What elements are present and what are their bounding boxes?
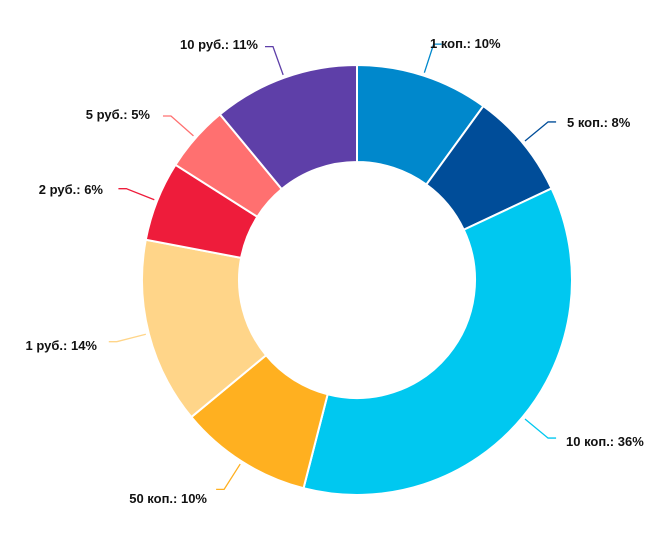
slice-label-7: 10 руб.: 11% <box>180 37 258 52</box>
slice-label-4: 1 руб.: 14% <box>26 338 98 353</box>
leader-line-6 <box>162 115 194 137</box>
leader-line-1 <box>524 121 557 142</box>
leader-line-5 <box>118 188 155 201</box>
slice-label-3: 50 коп.: 10% <box>129 491 207 506</box>
slice-label-1: 5 коп.: 8% <box>567 115 631 130</box>
leader-line-4 <box>108 333 147 343</box>
leader-line-0 <box>423 43 442 73</box>
slice-label-2: 10 коп.: 36% <box>566 434 644 449</box>
slice-label-5: 2 руб.: 6% <box>39 182 104 197</box>
leader-line-3 <box>216 463 241 491</box>
leader-line-7 <box>264 46 284 76</box>
donut-slice-7[interactable] <box>218 63 358 191</box>
leader-line-2 <box>524 418 557 439</box>
slice-label-6: 5 руб.: 5% <box>86 107 151 122</box>
slice-label-0: 1 коп.: 10% <box>430 36 501 51</box>
donut-slice-2[interactable] <box>302 187 573 496</box>
